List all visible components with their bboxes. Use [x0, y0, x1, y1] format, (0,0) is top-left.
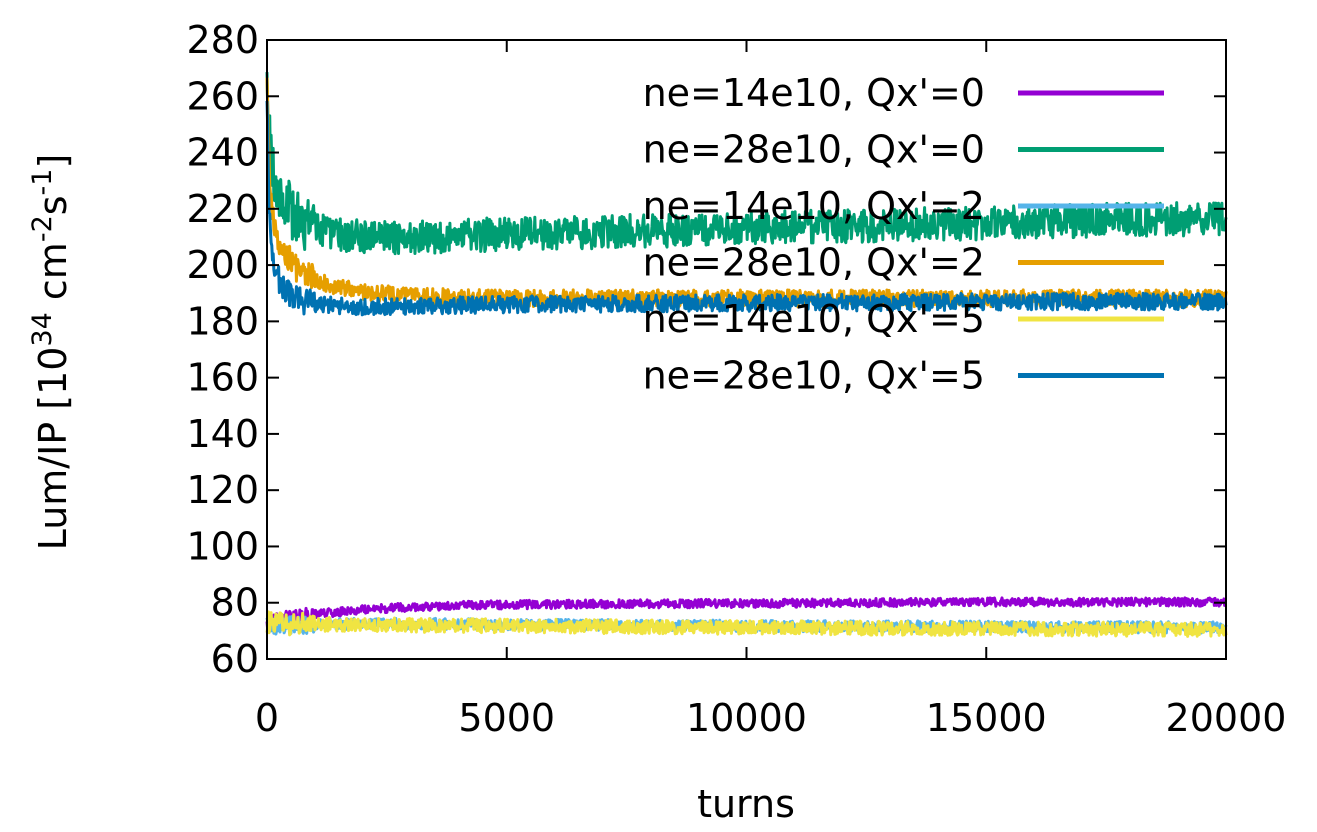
y-tick-label: 80	[211, 581, 259, 625]
legend-label: ne=14e10, Qx'=5	[643, 297, 985, 341]
y-axis-title-suffix: ]	[31, 154, 75, 169]
series-line	[265, 100, 1228, 317]
legend-label: ne=28e10, Qx'=0	[643, 128, 985, 172]
y-tick-label: 100	[186, 524, 259, 568]
y-tick-label: 200	[186, 243, 259, 287]
y-axis-title-exp2: -2	[27, 215, 58, 242]
legend: ne=14e10, Qx'=0 ne=28e10, Qx'=0 ne=14e10, …	[643, 71, 1164, 398]
series-line	[265, 72, 1228, 256]
legend-label: ne=28e10, Qx'=5	[643, 354, 985, 398]
x-tick-label: 10000	[686, 696, 807, 740]
legend-label: ne=28e10, Qx'=2	[643, 241, 985, 285]
legend-label: ne=14e10, Qx'=0	[643, 71, 985, 115]
y-axis-title-mid2: s	[31, 195, 75, 215]
y-axis-title: Lum/IP [1034 cm-2s-1]	[27, 154, 75, 551]
y-tick-label: 140	[186, 412, 259, 456]
x-axis-title: turns	[697, 782, 795, 826]
ticks-layer: 0 5000 10000 15000 20000 60 80 100 120 140 160 180 2…	[186, 18, 1286, 740]
y-tick-label: 180	[186, 299, 259, 343]
y-axis-title-exp3: -1	[27, 169, 58, 196]
y-tick-label: 280	[186, 18, 259, 62]
y-axis-title-exp1: 34	[27, 312, 58, 346]
y-tick-label: 220	[186, 187, 259, 231]
legend-item: ne=14e10, Qx'=2	[643, 184, 1164, 228]
series-layer	[265, 72, 1228, 638]
series-line	[265, 596, 1227, 632]
y-tick-label: 240	[186, 131, 259, 175]
x-tick-label: 5000	[458, 696, 555, 740]
legend-item: ne=14e10, Qx'=0	[643, 71, 1164, 115]
legend-label: ne=14e10, Qx'=2	[643, 184, 985, 228]
y-tick-label: 260	[186, 74, 259, 118]
x-tick-label: 20000	[1166, 696, 1287, 740]
legend-item: ne=28e10, Qx'=5	[643, 354, 1164, 398]
x-tick-label: 15000	[926, 696, 1047, 740]
legend-item: ne=28e10, Qx'=2	[643, 241, 1164, 285]
x-tick-label: 0	[255, 696, 279, 740]
legend-item: ne=28e10, Qx'=0	[643, 128, 1164, 172]
legend-item: ne=14e10, Qx'=5	[643, 297, 1164, 341]
y-tick-label: 160	[186, 356, 259, 400]
y-tick-label: 120	[186, 468, 259, 512]
y-axis-title-prefix: Lum/IP [10	[31, 347, 75, 551]
series-line	[265, 610, 1228, 638]
y-tick-label: 60	[211, 637, 259, 681]
y-axis-title-mid1: cm	[31, 242, 75, 312]
